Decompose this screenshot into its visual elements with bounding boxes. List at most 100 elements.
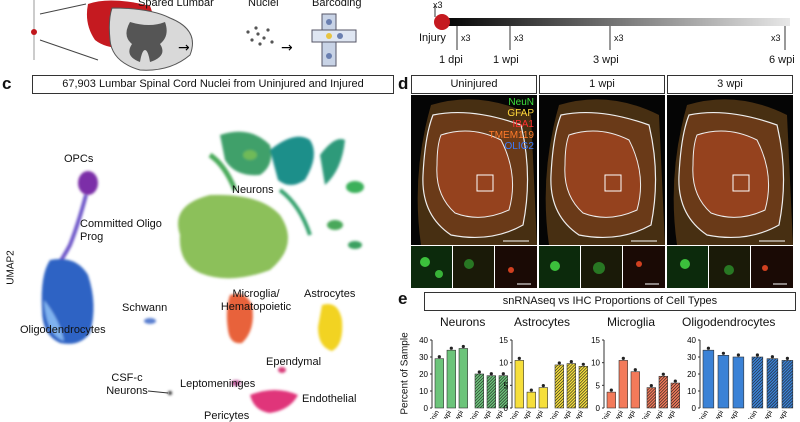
bar-hatch <box>659 394 668 404</box>
ihc-image-3wpi <box>667 95 793 245</box>
bar <box>717 354 730 409</box>
bar-hatch <box>647 387 654 395</box>
bar <box>732 356 745 409</box>
panel-b: x3 Injury x3 x3 x3 x3 1 dpi 1 wpi 3 wpi … <box>405 0 800 75</box>
timeline <box>434 5 790 50</box>
rep-count: x3 <box>514 33 524 43</box>
x-tick-label: 1 wpi <box>611 409 625 419</box>
bar-hatch <box>782 391 793 403</box>
bar-hatch <box>555 397 564 408</box>
stain-gfap: GFAP <box>507 108 534 119</box>
data-point <box>581 362 585 366</box>
x-tick-label: Unin <box>697 409 710 419</box>
x-tick-label: Unin <box>468 409 481 419</box>
bar-hatch <box>521 376 553 408</box>
bar-hatch <box>659 391 668 401</box>
data-point <box>449 346 453 350</box>
x-tick-label: 1 wpi <box>651 409 665 419</box>
label-leptomeninges: Leptomeninges <box>180 378 256 390</box>
bar-hatch <box>499 384 508 395</box>
bar-hatch <box>752 357 762 367</box>
bar <box>606 391 616 409</box>
bar <box>434 358 444 409</box>
ihc-image-1wpi <box>539 95 665 245</box>
label-spared-lumbar: Spared Lumbar <box>138 0 214 9</box>
bar-hatch <box>782 373 793 385</box>
bar-hatch-group <box>487 375 496 408</box>
x-tick-label: 1 wpi <box>519 409 533 419</box>
data-point <box>621 356 625 360</box>
data-point <box>541 384 545 388</box>
bar-hatch <box>752 363 763 376</box>
bar-hatch <box>555 379 564 390</box>
cluster-ependymal <box>278 367 286 373</box>
bar-hatch <box>752 366 763 379</box>
bar-hatch <box>659 376 666 383</box>
bar <box>498 375 508 409</box>
bar-hatch <box>579 372 588 382</box>
bar-hatch <box>579 381 588 391</box>
x-tick-label: 3 wpi <box>451 409 465 419</box>
bar-hatch-group <box>499 375 553 408</box>
bar-hatch <box>499 375 503 380</box>
panel-c-title: 67,903 Lumbar Spinal Cord Nuclei from Un… <box>32 75 394 94</box>
data-point <box>609 388 613 392</box>
ihc-image-uninjured <box>411 95 537 245</box>
stain-iba1: IBA1 <box>512 119 534 130</box>
stain-legend: NeuN GFAP IBA1 TMEM119 OLIG2 <box>486 97 534 152</box>
data-point <box>673 379 677 383</box>
bar-hatch <box>579 378 588 388</box>
label-csf-c-neurons-text: CSF-c Neurons <box>106 372 148 397</box>
y-tick-label: 20 <box>419 370 428 379</box>
y-tick-label: 10 <box>687 387 696 396</box>
bar-hatch <box>487 384 496 395</box>
cluster-microglia <box>226 293 253 344</box>
bar-hatch <box>660 400 668 408</box>
bar-hatch <box>567 369 576 379</box>
y-tick-label: 40 <box>687 336 696 345</box>
bar-hatch <box>647 387 656 398</box>
bar-hatch-group <box>782 360 793 408</box>
x-tick-label: 1 wpi <box>711 409 725 419</box>
bar-hatch <box>567 378 576 388</box>
label-ependymal: Ependymal <box>266 356 322 368</box>
y-tick-label: 30 <box>419 353 428 362</box>
stain-tmem119: TMEM119 <box>488 130 534 141</box>
bar-hatch <box>475 394 484 405</box>
cluster-csf-c-neurons <box>168 391 172 395</box>
bar <box>458 348 468 409</box>
y-tick-label: 30 <box>687 353 696 362</box>
timepoint-6wpi: 6 wpi <box>769 54 795 66</box>
label-schwann: Schwann <box>122 302 168 314</box>
bar-hatch <box>782 382 793 394</box>
bar-hatch <box>782 397 793 408</box>
data-point <box>661 372 665 376</box>
data-point <box>785 356 789 360</box>
bar-hatch <box>647 393 656 404</box>
bar-hatch <box>782 364 793 376</box>
bar-hatch <box>767 359 778 372</box>
bar-hatch <box>767 395 778 408</box>
bar-hatch <box>767 362 778 375</box>
bar-hatch <box>647 396 656 407</box>
timepoint-1dpi: 1 dpi <box>439 54 463 66</box>
bar-hatch <box>499 375 506 383</box>
bar <box>514 360 524 409</box>
stain-olig2: OLIG2 <box>504 141 534 152</box>
x-tick-label: 1 wpi <box>479 409 493 419</box>
bar-hatch <box>671 395 680 405</box>
bar-hatch <box>659 376 668 386</box>
bar <box>670 382 680 409</box>
panel-letter-d: d <box>398 74 409 93</box>
bar-hatch <box>767 377 778 390</box>
bar-hatch <box>757 402 763 408</box>
umap-plot <box>41 131 364 413</box>
bar-hatch <box>671 383 678 390</box>
cluster-neurons <box>178 194 288 279</box>
bar-hatch <box>752 381 763 394</box>
bar <box>566 363 576 409</box>
bar-hatch-group <box>475 374 484 408</box>
bar-hatch <box>782 376 793 388</box>
